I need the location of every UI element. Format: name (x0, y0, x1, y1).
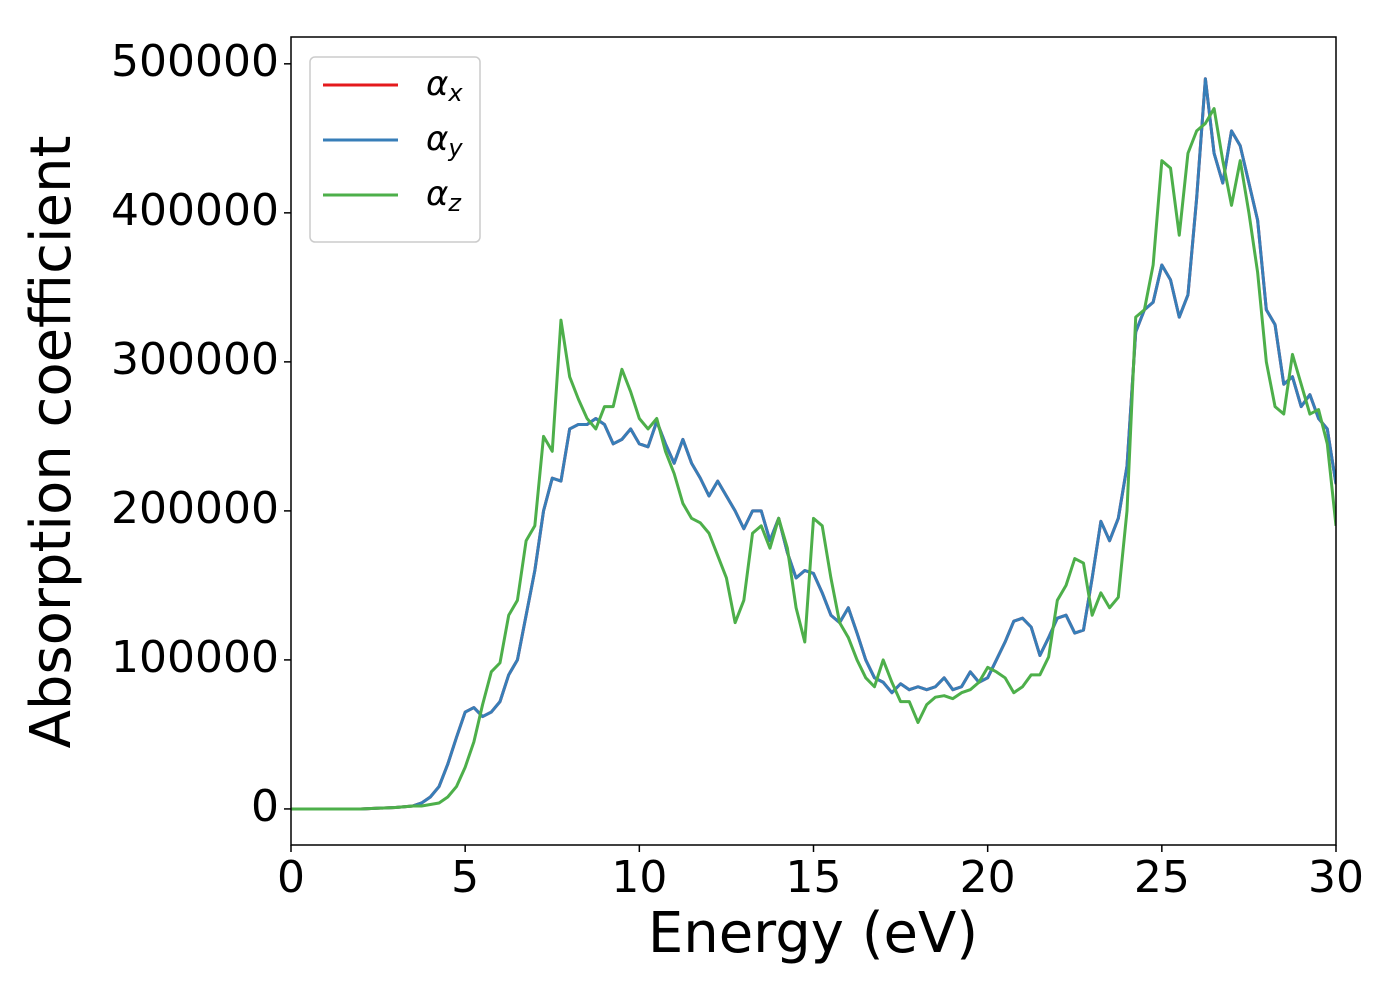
y-tick-label: 100000 (111, 632, 279, 683)
x-tick-label: 10 (611, 852, 667, 903)
plot-frame (290, 36, 1337, 846)
x-tick-label: 30 (1308, 852, 1364, 903)
y-axis-label: Absorption coefficient (19, 136, 84, 749)
x-tick-label: 20 (960, 852, 1016, 903)
x-axis-label: Energy (eV) (648, 901, 978, 966)
data-line (291, 77, 1336, 811)
legend: αx αy αz (309, 56, 481, 243)
y-tick-label: 400000 (111, 185, 279, 236)
x-tick-label: 0 (277, 852, 305, 903)
x-tick-label: 5 (451, 852, 479, 903)
plot-lines (291, 77, 1336, 811)
y-tick-label: 200000 (111, 483, 279, 534)
y-tick-label: 300000 (111, 334, 279, 385)
x-tick-label: 25 (1134, 852, 1190, 903)
legend-label: αx (426, 64, 463, 108)
legend-label: αz (426, 174, 462, 218)
y-tick-label: 500000 (111, 36, 279, 87)
y-tick-label: 0 (251, 781, 279, 832)
legend-label: αy (426, 119, 463, 163)
x-tick-label: 15 (786, 852, 842, 903)
data-line (291, 107, 1336, 811)
